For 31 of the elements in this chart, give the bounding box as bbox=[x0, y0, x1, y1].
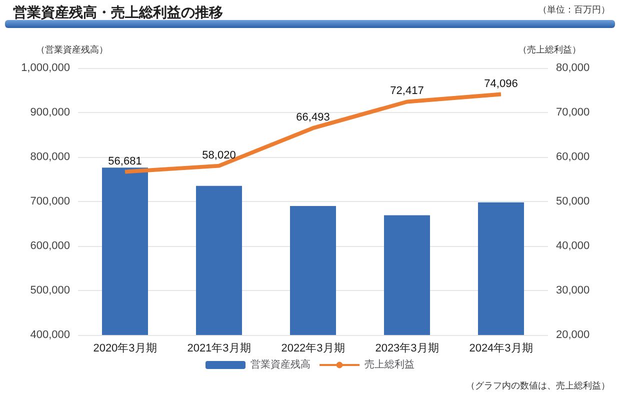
data-label: 72,417 bbox=[390, 85, 424, 98]
y-tick-label: 700,000 bbox=[30, 196, 70, 208]
y-tick-label: 1,000,000 bbox=[21, 62, 70, 74]
y2-tick-label: 70,000 bbox=[556, 106, 590, 118]
y-tick-label: 900,000 bbox=[30, 106, 70, 118]
y-tick-label: 600,000 bbox=[30, 240, 70, 252]
x-tick-label: 2021年3月期 bbox=[187, 342, 251, 354]
y2-tick-label: 60,000 bbox=[556, 151, 590, 163]
y2-axis-title: （売上総利益） bbox=[518, 44, 581, 54]
y-tick-label: 400,000 bbox=[30, 329, 70, 341]
data-label: 58,020 bbox=[202, 149, 236, 162]
legend-label: 売上総利益 bbox=[364, 358, 414, 370]
x-tick-label: 2022年3月期 bbox=[281, 342, 345, 354]
y2-tick-label: 20,000 bbox=[556, 329, 590, 341]
y-axis-title: （営業資産残高） bbox=[36, 44, 108, 54]
data-label: 56,681 bbox=[108, 155, 142, 168]
y2-tick-label: 80,000 bbox=[556, 62, 590, 74]
data-label: 74,096 bbox=[484, 78, 518, 90]
x-tick-label: 2020年3月期 bbox=[93, 342, 157, 354]
y2-tick-label: 30,000 bbox=[556, 284, 590, 296]
x-tick-label: 2024年3月期 bbox=[469, 342, 533, 354]
y-tick-label: 800,000 bbox=[30, 151, 70, 163]
legend-label: 営業資産残高 bbox=[250, 358, 310, 370]
y-tick-label: 500,000 bbox=[30, 284, 70, 296]
text: （単位：百万円） bbox=[538, 4, 610, 14]
y2-tick-label: 40,000 bbox=[556, 240, 590, 252]
x-tick-label: 2023年3月期 bbox=[375, 342, 439, 354]
y2-tick-label: 50,000 bbox=[556, 196, 590, 208]
text: （グラフ内の数値は、売上総利益） bbox=[466, 380, 610, 390]
chart-title: 営業資産残高・売上総利益の推移 bbox=[13, 4, 223, 20]
data-label: 66,493 bbox=[296, 112, 330, 124]
